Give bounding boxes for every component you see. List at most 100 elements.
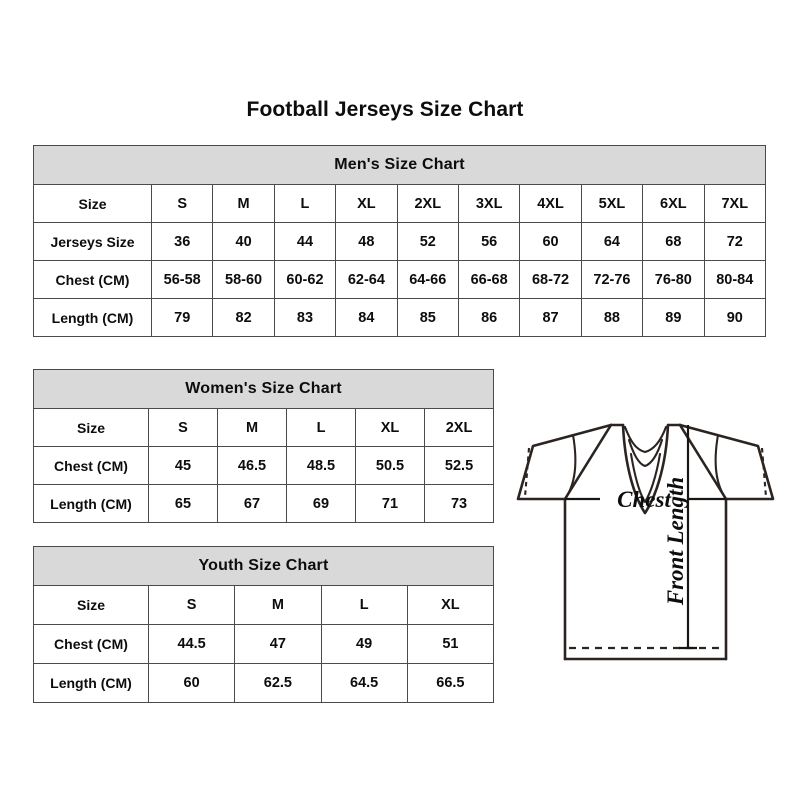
cell-length: 66.5 [406,663,495,703]
cell-length: 88 [580,298,644,337]
size-header-2xl: 2XL [396,184,459,223]
v-neck-inner-collar [627,438,664,468]
size-header-xl: XL [355,408,425,447]
table-row: Chest (CM) 56-58 58-60 60-62 62-64 64-66… [33,260,767,299]
cell-jerseys-size: 40 [212,222,275,261]
cell-chest: 49 [320,624,408,664]
size-header-s: S [147,585,236,625]
left-sleeve-outline [516,423,613,501]
jersey-measurement-diagram: Chest Front Length [503,396,788,686]
cell-chest: 50.5 [355,446,425,485]
row-label-length: Length (CM) [33,484,149,523]
cell-chest: 62-64 [335,260,398,299]
row-label-length: Length (CM) [33,298,152,337]
v-neck-inner-v-line [629,452,662,504]
size-header-4xl: 4XL [519,184,582,223]
cell-jerseys-size: 48 [335,222,398,261]
row-label-chest: Chest (CM) [33,446,149,485]
table-row: Chest (CM) 45 46.5 48.5 50.5 52.5 [33,446,495,485]
cell-jerseys-size: 56 [457,222,521,261]
size-header-5xl: 5XL [580,184,644,223]
page-title: Football Jerseys Size Chart [246,98,524,121]
cell-chest: 52.5 [423,446,495,485]
cell-chest: 76-80 [642,260,705,299]
cell-jerseys-size: 52 [396,222,459,261]
cell-chest: 51 [406,624,495,664]
size-header-2xl: 2XL [423,408,495,447]
size-header-s: S [148,408,218,447]
front-length-measure-label: Front Length [663,477,688,606]
table-band-row: Women's Size Chart [32,369,495,409]
cell-jerseys-size: 64 [580,222,644,261]
size-header-xl: XL [406,585,495,625]
cell-chest: 47 [234,624,322,664]
cell-chest: 58-60 [212,260,275,299]
table-row: Size S M L XL 2XL 3XL 4XL 5XL 6XL 7XL [33,184,767,223]
left-body-shoulder [563,423,613,501]
cell-chest: 46.5 [217,446,287,485]
row-label-size: Size [33,408,149,447]
youth-size-chart-table: Youth Size Chart Size S M L XL Chest (CM… [32,546,495,703]
right-armhole-seam [714,433,728,501]
size-header-xl: XL [335,184,398,223]
v-neck-middle-collar [623,425,668,454]
cell-length: 83 [273,298,337,337]
cell-chest: 48.5 [286,446,356,485]
cell-length: 65 [148,484,218,523]
cell-length: 89 [642,298,705,337]
cell-chest: 60-62 [273,260,337,299]
size-header-l: L [320,585,408,625]
cell-jerseys-size: 60 [519,222,582,261]
size-header-m: M [212,184,275,223]
size-header-m: M [217,408,287,447]
table-band-row: Youth Size Chart [32,546,495,586]
cell-chest: 68-72 [519,260,582,299]
row-label-size: Size [33,184,152,223]
cell-chest: 72-76 [580,260,644,299]
cell-length: 84 [335,298,398,337]
row-label-chest: Chest (CM) [33,624,149,664]
chest-measure-label: Chest [617,487,671,512]
cell-length: 62.5 [234,663,322,703]
cell-length: 73 [423,484,495,523]
table-row: Size S M L XL 2XL [33,408,495,447]
mens-chart-band-title: Men's Size Chart [32,145,767,185]
cell-chest: 80-84 [703,260,767,299]
size-header-6xl: 6XL [642,184,705,223]
cell-jerseys-size: 68 [642,222,705,261]
cell-jerseys-size: 44 [273,222,337,261]
cell-length: 79 [150,298,214,337]
right-sleeve-outline [678,423,775,501]
size-header-s: S [150,184,214,223]
table-row: Jerseys Size 36 40 44 48 52 56 60 64 68 … [33,222,767,261]
table-row: Length (CM) 60 62.5 64.5 66.5 [33,663,495,703]
table-row: Chest (CM) 44.5 47 49 51 [33,624,495,664]
size-header-l: L [273,184,337,223]
cell-length: 71 [355,484,425,523]
cell-jerseys-size: 72 [703,222,767,261]
cell-length: 82 [212,298,275,337]
cell-length: 67 [217,484,287,523]
cell-length: 64.5 [320,663,408,703]
youth-chart-band-title: Youth Size Chart [32,546,495,586]
womens-size-chart-table: Women's Size Chart Size S M L XL 2XL Che… [32,369,495,523]
cell-length: 87 [519,298,582,337]
size-header-l: L [286,408,356,447]
size-header-7xl: 7XL [703,184,767,223]
size-header-m: M [234,585,322,625]
cell-length: 69 [286,484,356,523]
cell-chest: 64-66 [396,260,459,299]
cell-chest: 45 [148,446,218,485]
row-label-jerseys-size: Jerseys Size [33,222,152,261]
cell-length: 86 [457,298,521,337]
table-band-row: Men's Size Chart [32,145,767,185]
cell-length: 90 [703,298,767,337]
mens-size-chart-table: Men's Size Chart Size S M L XL 2XL 3XL 4… [32,145,767,337]
v-neck-outer-collar [621,423,670,515]
left-armhole-seam [563,433,577,501]
row-label-size: Size [33,585,149,625]
table-row: Length (CM) 65 67 69 71 73 [33,484,495,523]
cell-chest: 66-68 [457,260,521,299]
size-header-3xl: 3XL [457,184,521,223]
row-label-length: Length (CM) [33,663,149,703]
